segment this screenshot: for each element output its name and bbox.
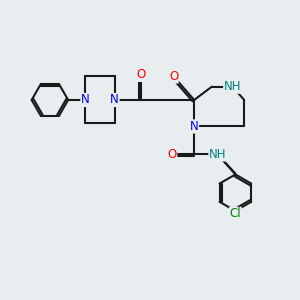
- Text: N: N: [190, 120, 199, 133]
- Text: O: O: [167, 148, 177, 161]
- Text: NH: NH: [224, 80, 241, 93]
- Text: Cl: Cl: [230, 207, 241, 220]
- Text: O: O: [136, 68, 146, 81]
- Text: NH: NH: [209, 148, 226, 161]
- Text: N: N: [110, 93, 119, 106]
- Text: N: N: [81, 93, 90, 106]
- Text: O: O: [169, 70, 178, 83]
